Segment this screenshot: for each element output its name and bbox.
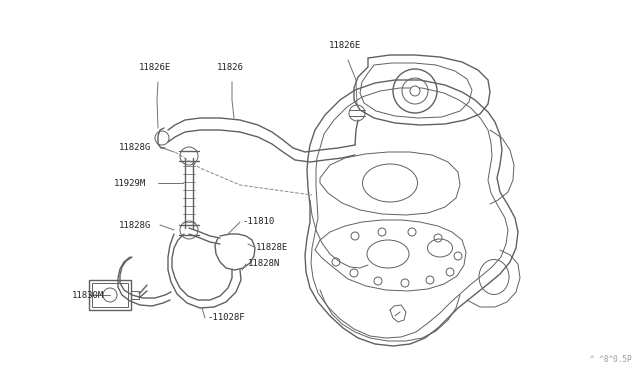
Text: ^ ^8^0.5P: ^ ^8^0.5P bbox=[590, 355, 632, 364]
Text: 11828G: 11828G bbox=[119, 142, 151, 151]
Text: 11826E: 11826E bbox=[329, 41, 361, 50]
Text: 11830M: 11830M bbox=[72, 291, 104, 299]
Text: -11810: -11810 bbox=[242, 218, 275, 227]
Text: 11828G: 11828G bbox=[119, 221, 151, 230]
Text: 11828E: 11828E bbox=[256, 243, 288, 251]
Text: 11828N: 11828N bbox=[248, 260, 280, 269]
Text: 11929M: 11929M bbox=[114, 179, 146, 187]
Text: -11028F: -11028F bbox=[207, 314, 244, 323]
Text: 11826: 11826 bbox=[216, 63, 243, 72]
Text: 11826E: 11826E bbox=[139, 63, 171, 72]
Circle shape bbox=[410, 86, 420, 96]
